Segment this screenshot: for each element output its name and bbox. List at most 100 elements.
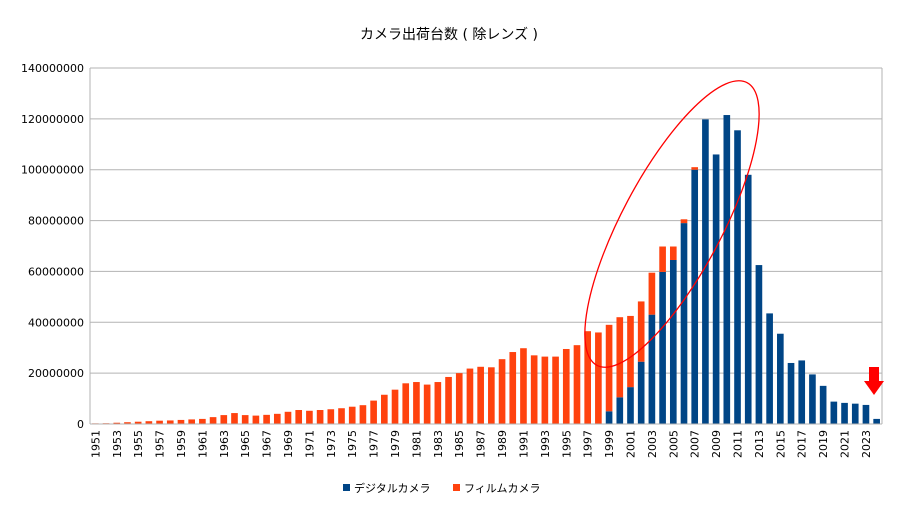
bar: [402, 383, 410, 424]
bar: [145, 421, 153, 424]
x-tick-label: 2011: [732, 430, 745, 458]
bar: [188, 419, 195, 424]
bar: [273, 413, 281, 424]
bar: [263, 414, 270, 424]
bar: [605, 411, 613, 424]
bar: [830, 401, 838, 424]
axes: [89, 68, 883, 425]
bar: [498, 359, 506, 424]
bar: [712, 154, 720, 424]
x-tick-label: 1987: [475, 430, 488, 458]
bar: [777, 333, 784, 424]
chart-title: カメラ出荷台数 ( 除レンズ ): [360, 27, 538, 43]
x-tick-label: 1973: [325, 430, 338, 458]
x-tick-label: 1983: [432, 430, 445, 458]
bar: [616, 317, 624, 398]
x-tick-label: 1967: [261, 430, 274, 458]
x-tick-label: 1979: [389, 430, 402, 458]
legend-label: フィルムカメラ: [464, 482, 541, 495]
down-arrow-icon: [864, 367, 884, 395]
bar: [648, 272, 656, 315]
series-digital: [605, 115, 880, 425]
bar: [413, 382, 420, 424]
bar: [702, 119, 709, 425]
bar: [316, 410, 324, 424]
x-tick-label: 1991: [517, 430, 530, 458]
bar: [520, 348, 527, 424]
y-tick-label: 140000000: [21, 62, 84, 75]
bar: [509, 352, 517, 424]
x-tick-label: 2019: [817, 430, 830, 458]
bar: [862, 404, 870, 424]
bar: [648, 314, 656, 424]
y-tick-label: 40000000: [28, 316, 84, 329]
bar: [637, 361, 645, 424]
x-tick-label: 2023: [860, 430, 873, 458]
bar: [723, 115, 731, 424]
legend-swatch: [453, 484, 460, 491]
y-tick-label: 60000000: [28, 265, 84, 278]
x-tick-label: 1993: [539, 430, 552, 458]
series-film: [92, 167, 699, 424]
legend-label: デジタルカメラ: [354, 481, 430, 495]
bar: [873, 418, 880, 424]
x-tick-label: 2005: [667, 430, 680, 458]
bar: [809, 374, 816, 424]
bar: [680, 219, 688, 224]
x-tick-label: 1959: [175, 430, 188, 458]
bar: [530, 355, 538, 424]
bar: [755, 265, 763, 424]
bar: [252, 415, 260, 424]
bar: [691, 167, 699, 170]
bar: [552, 356, 559, 424]
x-tick-label: 2017: [796, 430, 809, 458]
bar: [466, 368, 474, 424]
annotations: [584, 80, 884, 395]
bar: [851, 403, 859, 424]
x-tick-label: 1977: [368, 430, 381, 458]
bar: [798, 360, 806, 424]
bar: [348, 406, 356, 424]
bar: [370, 400, 377, 424]
bar: [605, 324, 613, 412]
bar: [359, 405, 367, 424]
x-tick-label: 1997: [582, 430, 595, 458]
bar: [423, 384, 431, 424]
x-tick-label: 1965: [239, 430, 252, 458]
x-tick-label: 2013: [753, 430, 766, 458]
x-tick-label: 1975: [346, 430, 359, 458]
legend-swatch: [343, 484, 350, 491]
bar: [113, 422, 121, 424]
bar: [327, 409, 335, 424]
bar: [391, 389, 399, 424]
bar: [284, 411, 292, 424]
bar: [595, 332, 602, 424]
highlight-ellipse: [584, 80, 760, 368]
bar: [659, 246, 666, 272]
bar: [691, 169, 699, 424]
bar: [584, 331, 591, 424]
x-tick-label: 2001: [624, 430, 637, 458]
x-tick-label: 1971: [303, 430, 316, 458]
bar-series: [92, 115, 880, 425]
y-tick-label: 100000000: [21, 164, 84, 177]
x-tick-label: 2007: [689, 430, 702, 458]
y-tick-label: 20000000: [28, 367, 84, 380]
bar: [199, 418, 206, 424]
bar: [477, 366, 484, 424]
gridlines: [90, 67, 882, 425]
x-tick-label: 1955: [132, 430, 145, 458]
bar: [744, 174, 752, 424]
bar: [177, 419, 185, 424]
x-axis-tick-labels: 1951 1953 1955 1957 1959 1961 1963 1965 1967 1969…: [89, 430, 873, 458]
bar: [124, 422, 131, 424]
x-tick-label: 1989: [496, 430, 509, 458]
x-tick-label: 1951: [89, 430, 102, 458]
bar: [659, 271, 666, 424]
bar: [445, 376, 452, 424]
bar: [841, 402, 848, 424]
x-tick-label: 2009: [710, 430, 723, 458]
bar: [381, 394, 388, 424]
bar: [680, 223, 688, 424]
bar: [734, 130, 741, 425]
